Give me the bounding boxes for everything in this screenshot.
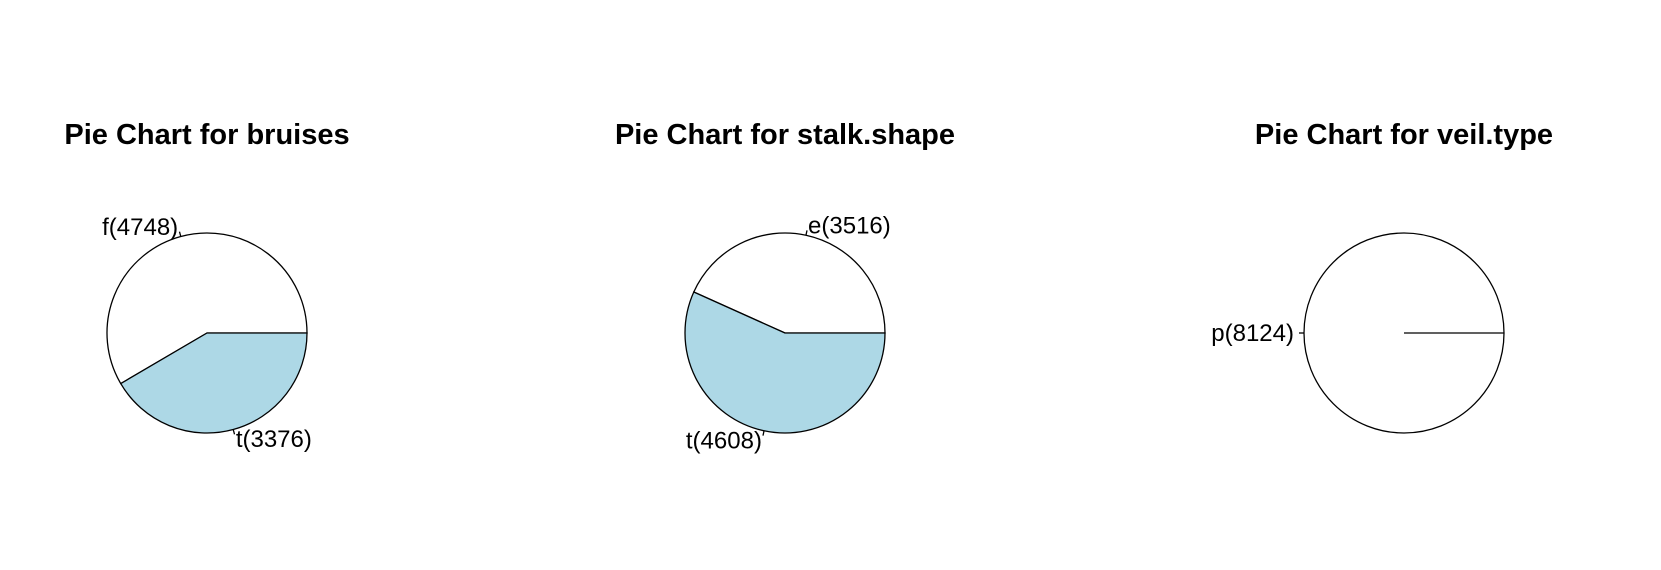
pie-slice-t [684,291,886,434]
slice-label-t: t(4608) [686,428,762,455]
chart-title: Pie Chart for stalk.shape [615,119,955,151]
slice-label-t: t(3376) [236,426,312,453]
pie-slice-f [106,232,308,385]
label-leader-line [232,429,236,435]
pie-panel-bruises: f(4748) t(3376) Pie Chart for bruises [64,119,349,453]
slice-label-e: e(3516) [808,212,891,239]
pie-panel-veil-type: p(8124) Pie Chart for veil.type [1211,119,1553,434]
chart-title: Pie Chart for veil.type [1255,119,1553,151]
pie-slice-p [1303,232,1505,434]
label-leader-line [762,430,765,436]
slice-label-f: f(4748) [102,214,178,241]
pie-slice-e [692,232,886,334]
label-leader-line [178,231,182,237]
pie-panel-stalk-shape: e(3516) t(4608) Pie Chart for stalk.shape [615,119,955,455]
chart-title: Pie Chart for bruises [64,119,349,151]
label-leader-line [805,230,808,236]
slice-label-p: p(8124) [1211,320,1294,347]
pie-slice-t [119,332,308,434]
